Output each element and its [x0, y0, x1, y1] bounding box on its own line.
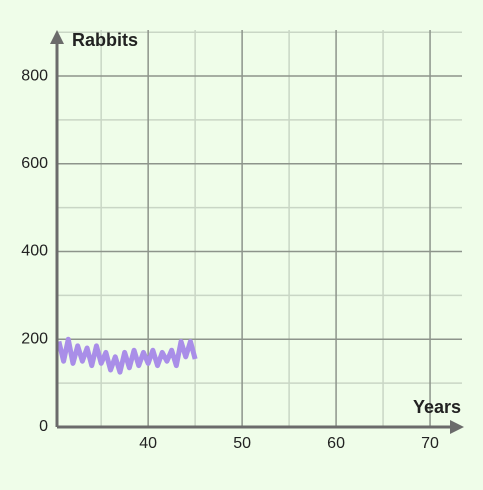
x-tick-label: 60 — [327, 435, 345, 452]
y-tick-label: 400 — [21, 243, 48, 260]
x-axis-arrow — [450, 420, 464, 434]
y-tick-label: 0 — [39, 418, 48, 435]
x-tick-label: 50 — [233, 435, 251, 452]
y-axis-label: Rabbits — [72, 30, 138, 50]
x-tick-label: 70 — [421, 435, 439, 452]
y-tick-label: 600 — [21, 155, 48, 172]
x-axis-label: Years — [413, 397, 461, 417]
series-line — [56, 336, 198, 375]
y-tick-label: 800 — [21, 67, 48, 84]
plot — [56, 336, 198, 375]
x-tick-label: 40 — [139, 435, 157, 452]
y-axis-arrow — [50, 30, 64, 44]
y-tick-label: 200 — [21, 330, 48, 347]
